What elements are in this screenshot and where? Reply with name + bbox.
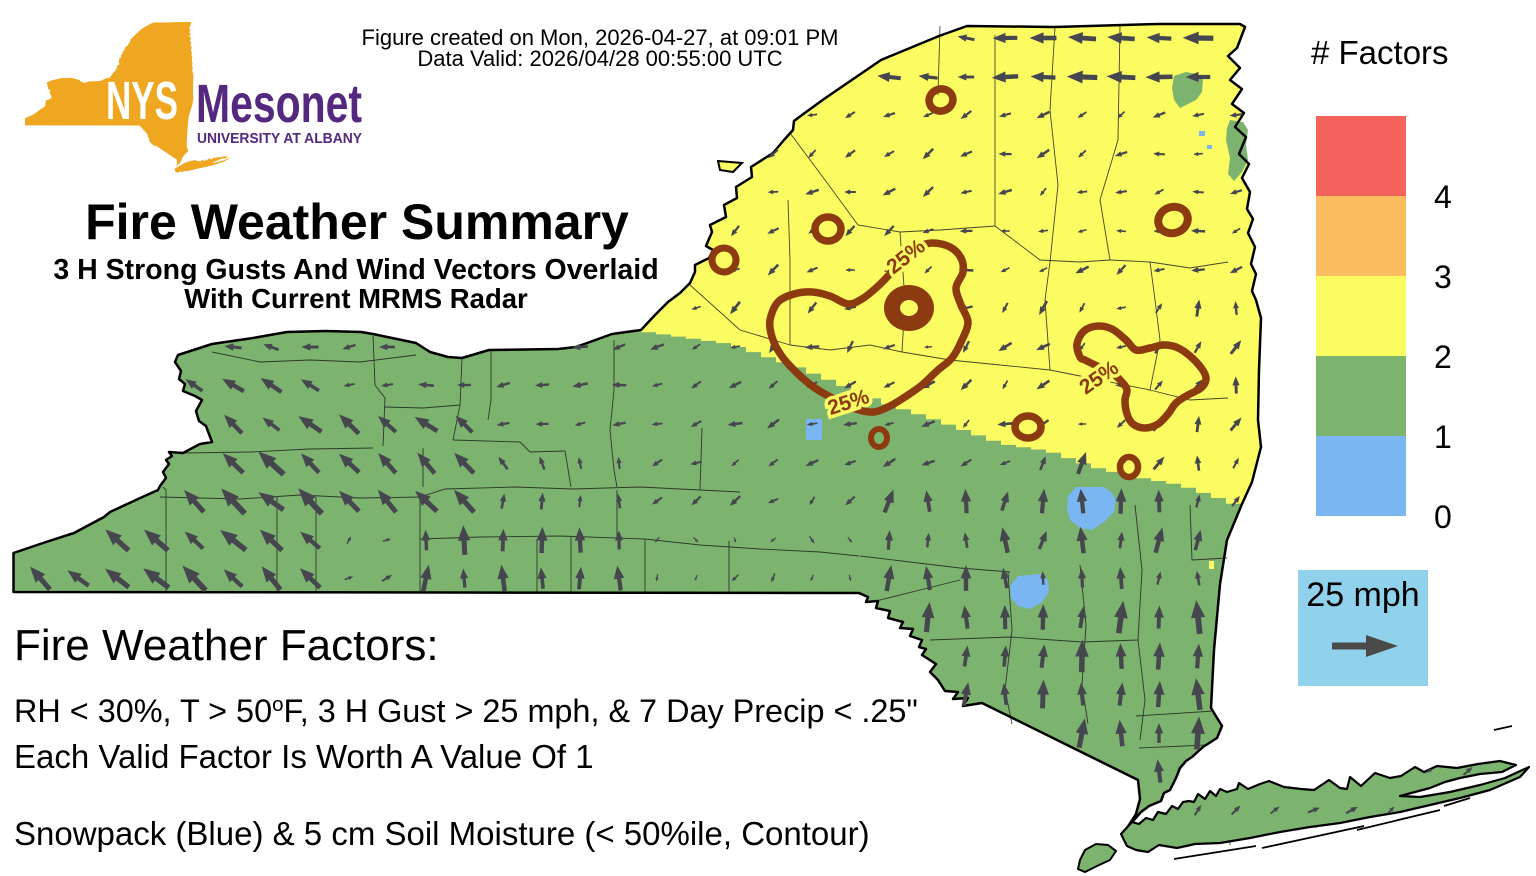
svg-text:Fire Weather Summary: Fire Weather Summary (85, 194, 629, 250)
svg-text:Data Valid: 2026/04/28 00:55:0: Data Valid: 2026/04/28 00:55:00 UTC (417, 46, 782, 71)
svg-text:25 mph: 25 mph (1306, 576, 1419, 614)
svg-text:3: 3 (1434, 259, 1452, 295)
svg-text:4: 4 (1434, 179, 1452, 215)
svg-text:1: 1 (1434, 419, 1452, 455)
svg-text:With Current MRMS Radar: With Current MRMS Radar (184, 283, 528, 314)
svg-text:Snowpack (Blue) & 5 cm Soil Mo: Snowpack (Blue) & 5 cm Soil Moisture (< … (14, 815, 870, 852)
svg-text:NYS: NYS (106, 71, 178, 131)
svg-text:RH < 30%, T > 50oF, 3 H Gust >: RH < 30%, T > 50oF, 3 H Gust > 25 mph, &… (14, 693, 918, 729)
svg-text:UNIVERSITY AT ALBANY: UNIVERSITY AT ALBANY (197, 130, 362, 147)
svg-text:Each Valid Factor Is Worth A V: Each Valid Factor Is Worth A Value Of 1 (14, 738, 594, 775)
svg-text:Fire Weather Factors:: Fire Weather Factors: (14, 621, 439, 670)
svg-text:3 H Strong Gusts And Wind Vect: 3 H Strong Gusts And Wind Vectors Overla… (53, 254, 658, 286)
svg-text:# Factors: # Factors (1311, 34, 1449, 71)
svg-text:0: 0 (1434, 499, 1452, 535)
svg-text:Figure created on Mon, 2026-04: Figure created on Mon, 2026-04-27, at 09… (362, 25, 839, 50)
svg-text:Mesonet: Mesonet (196, 74, 362, 134)
svg-text:2: 2 (1434, 339, 1452, 375)
